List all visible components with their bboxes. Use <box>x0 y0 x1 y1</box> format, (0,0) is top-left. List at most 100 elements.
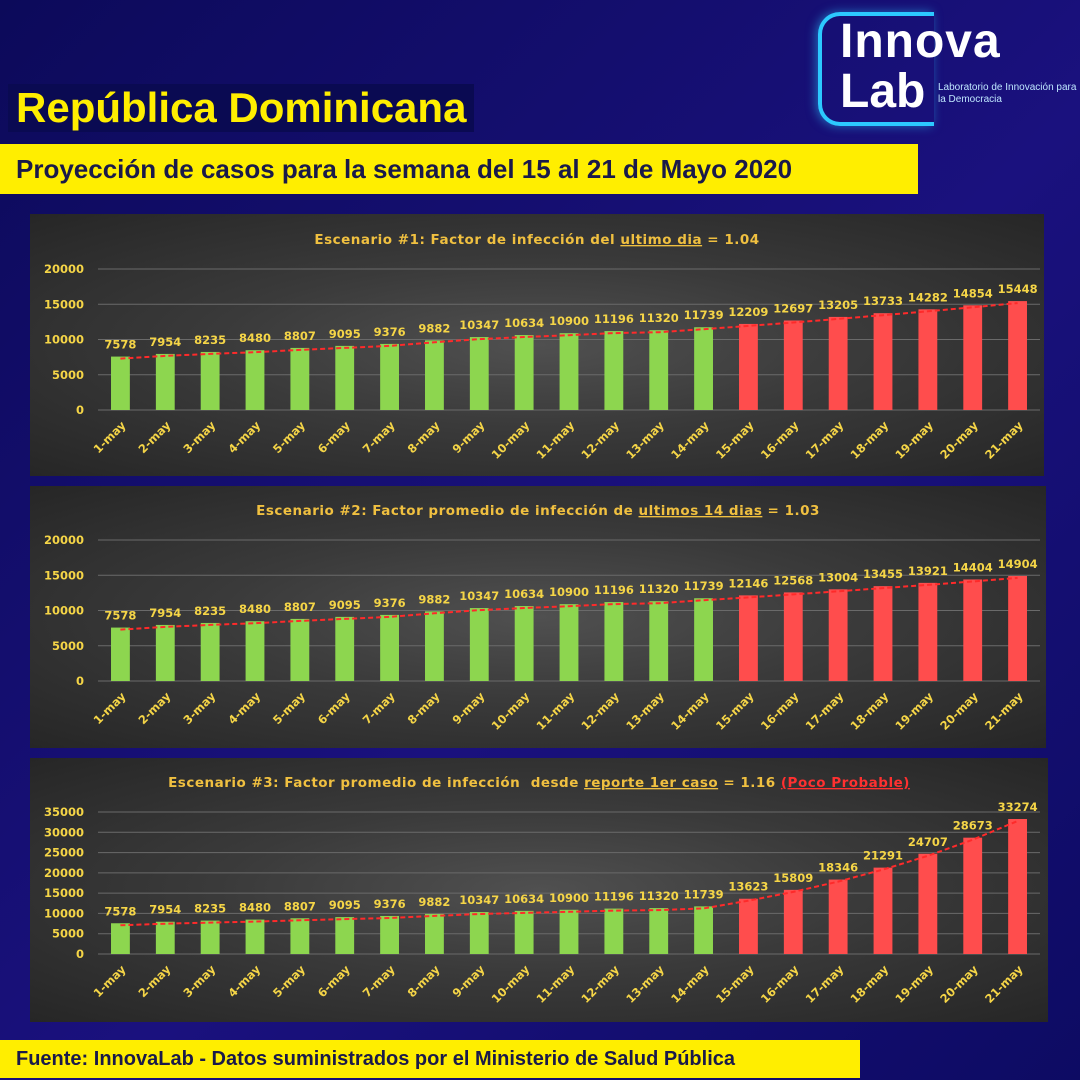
bar-projected <box>918 309 938 410</box>
data-label: 18346 <box>818 861 858 875</box>
x-tick-label: 5-may <box>270 962 308 1000</box>
bar-projected <box>783 889 803 954</box>
x-tick-label: 15-may <box>713 418 757 462</box>
x-tick-label: 14-may <box>668 962 712 1006</box>
bar-observed <box>290 918 310 954</box>
data-label: 8480 <box>239 901 271 915</box>
bar-observed <box>694 327 713 410</box>
data-label: 9882 <box>418 895 450 909</box>
bar-observed <box>469 337 489 410</box>
bar-observed <box>111 627 130 681</box>
bar-projected <box>828 589 848 681</box>
data-label: 8235 <box>194 333 226 347</box>
x-tick-label: 14-may <box>668 418 712 462</box>
chart-title: Escenario #3: Factor promedio de infecci… <box>168 775 910 791</box>
bar-observed <box>245 919 265 954</box>
x-tick-label: 9-may <box>449 418 487 456</box>
data-label: 12697 <box>773 301 813 315</box>
y-tick-label: 5000 <box>52 639 84 653</box>
bar-observed <box>649 601 669 681</box>
chart-title-part: (Poco Probable) <box>781 775 910 791</box>
x-tick-label: 13-may <box>623 962 667 1006</box>
x-tick-label: 2-may <box>135 418 173 456</box>
bar-projected <box>873 867 893 954</box>
bar-projected <box>828 316 848 410</box>
x-tick-label: 6-may <box>315 689 353 727</box>
bar-observed <box>335 345 355 410</box>
x-tick-label: 7-may <box>360 689 398 727</box>
data-label: 9095 <box>329 598 361 612</box>
y-tick-label: 15000 <box>44 886 84 900</box>
y-tick-label: 10000 <box>44 604 84 618</box>
chart-scenario-3: Escenario #3: Factor promedio de infecci… <box>44 775 1040 1006</box>
y-tick-label: 25000 <box>44 846 84 860</box>
bar-observed <box>469 608 489 681</box>
bar-projected <box>783 592 803 681</box>
x-tick-label: 6-may <box>315 418 353 456</box>
bar-observed <box>200 622 220 681</box>
y-tick-label: 20000 <box>44 866 84 880</box>
bar-projected <box>873 586 893 681</box>
data-label: 11196 <box>594 583 634 597</box>
x-tick-label: 1-may <box>91 962 129 1000</box>
data-label: 8807 <box>284 600 316 614</box>
innovalab-logo: Innova Lab Laboratorio de Innovación par… <box>818 12 1076 126</box>
chart-title-part: reporte 1er caso <box>584 775 718 791</box>
data-label: 14904 <box>998 557 1038 571</box>
x-tick-label: 4-may <box>225 962 263 1000</box>
x-tick-label: 17-may <box>803 418 847 462</box>
bar-projected <box>918 582 938 681</box>
data-label: 12568 <box>773 573 813 587</box>
chart-title-part: = 1.04 <box>702 232 760 248</box>
bar-projected <box>1008 301 1027 410</box>
x-tick-label: 21-may <box>982 689 1026 733</box>
bar-observed <box>604 908 624 954</box>
bar-projected <box>739 898 758 954</box>
x-tick-label: 4-may <box>225 689 263 727</box>
y-tick-label: 5000 <box>52 927 84 941</box>
x-tick-label: 13-may <box>623 689 667 733</box>
data-label: 13733 <box>863 294 903 308</box>
data-label: 14854 <box>953 286 993 300</box>
data-label: 8235 <box>194 902 226 916</box>
x-tick-label: 8-may <box>405 418 443 456</box>
bar-observed <box>245 350 265 410</box>
x-tick-label: 10-may <box>489 962 533 1006</box>
data-label: 15809 <box>773 871 813 885</box>
x-tick-label: 11-may <box>534 418 578 462</box>
bar-observed <box>694 906 713 954</box>
data-label: 9376 <box>374 596 406 610</box>
x-tick-label: 13-may <box>623 418 667 462</box>
data-label: 11320 <box>639 311 679 325</box>
chart-title-part: = 1.03 <box>762 503 820 519</box>
data-label: 7578 <box>104 609 136 623</box>
x-tick-label: 18-may <box>848 418 892 462</box>
data-label: 11196 <box>594 890 634 904</box>
data-label: 24707 <box>908 835 948 849</box>
bar-observed <box>380 915 399 954</box>
x-tick-label: 12-may <box>578 689 622 733</box>
bar-projected <box>1008 575 1027 681</box>
data-label: 8807 <box>284 899 316 913</box>
x-tick-label: 7-may <box>360 418 398 456</box>
trend-line <box>120 576 1018 631</box>
data-label: 7954 <box>149 335 181 349</box>
data-label: 10634 <box>504 316 544 330</box>
data-label: 7954 <box>149 903 181 917</box>
bar-observed <box>469 912 489 954</box>
x-tick-label: 18-may <box>848 962 892 1006</box>
x-tick-label: 9-may <box>449 962 487 1000</box>
y-tick-label: 0 <box>76 947 84 961</box>
source-footer: Fuente: InnovaLab - Datos suministrados … <box>0 1040 860 1078</box>
bar-observed <box>559 333 579 410</box>
data-label: 8480 <box>239 331 271 345</box>
data-label: 10347 <box>459 893 499 907</box>
y-tick-label: 30000 <box>44 825 84 839</box>
data-label: 9376 <box>374 325 406 339</box>
chart-title-part: Escenario #3: Factor promedio de infecci… <box>168 775 584 791</box>
data-label: 10347 <box>459 318 499 332</box>
bar-observed <box>290 618 310 681</box>
x-tick-label: 3-may <box>180 418 218 456</box>
x-tick-label: 2-may <box>135 689 173 727</box>
data-label: 13004 <box>818 570 858 584</box>
